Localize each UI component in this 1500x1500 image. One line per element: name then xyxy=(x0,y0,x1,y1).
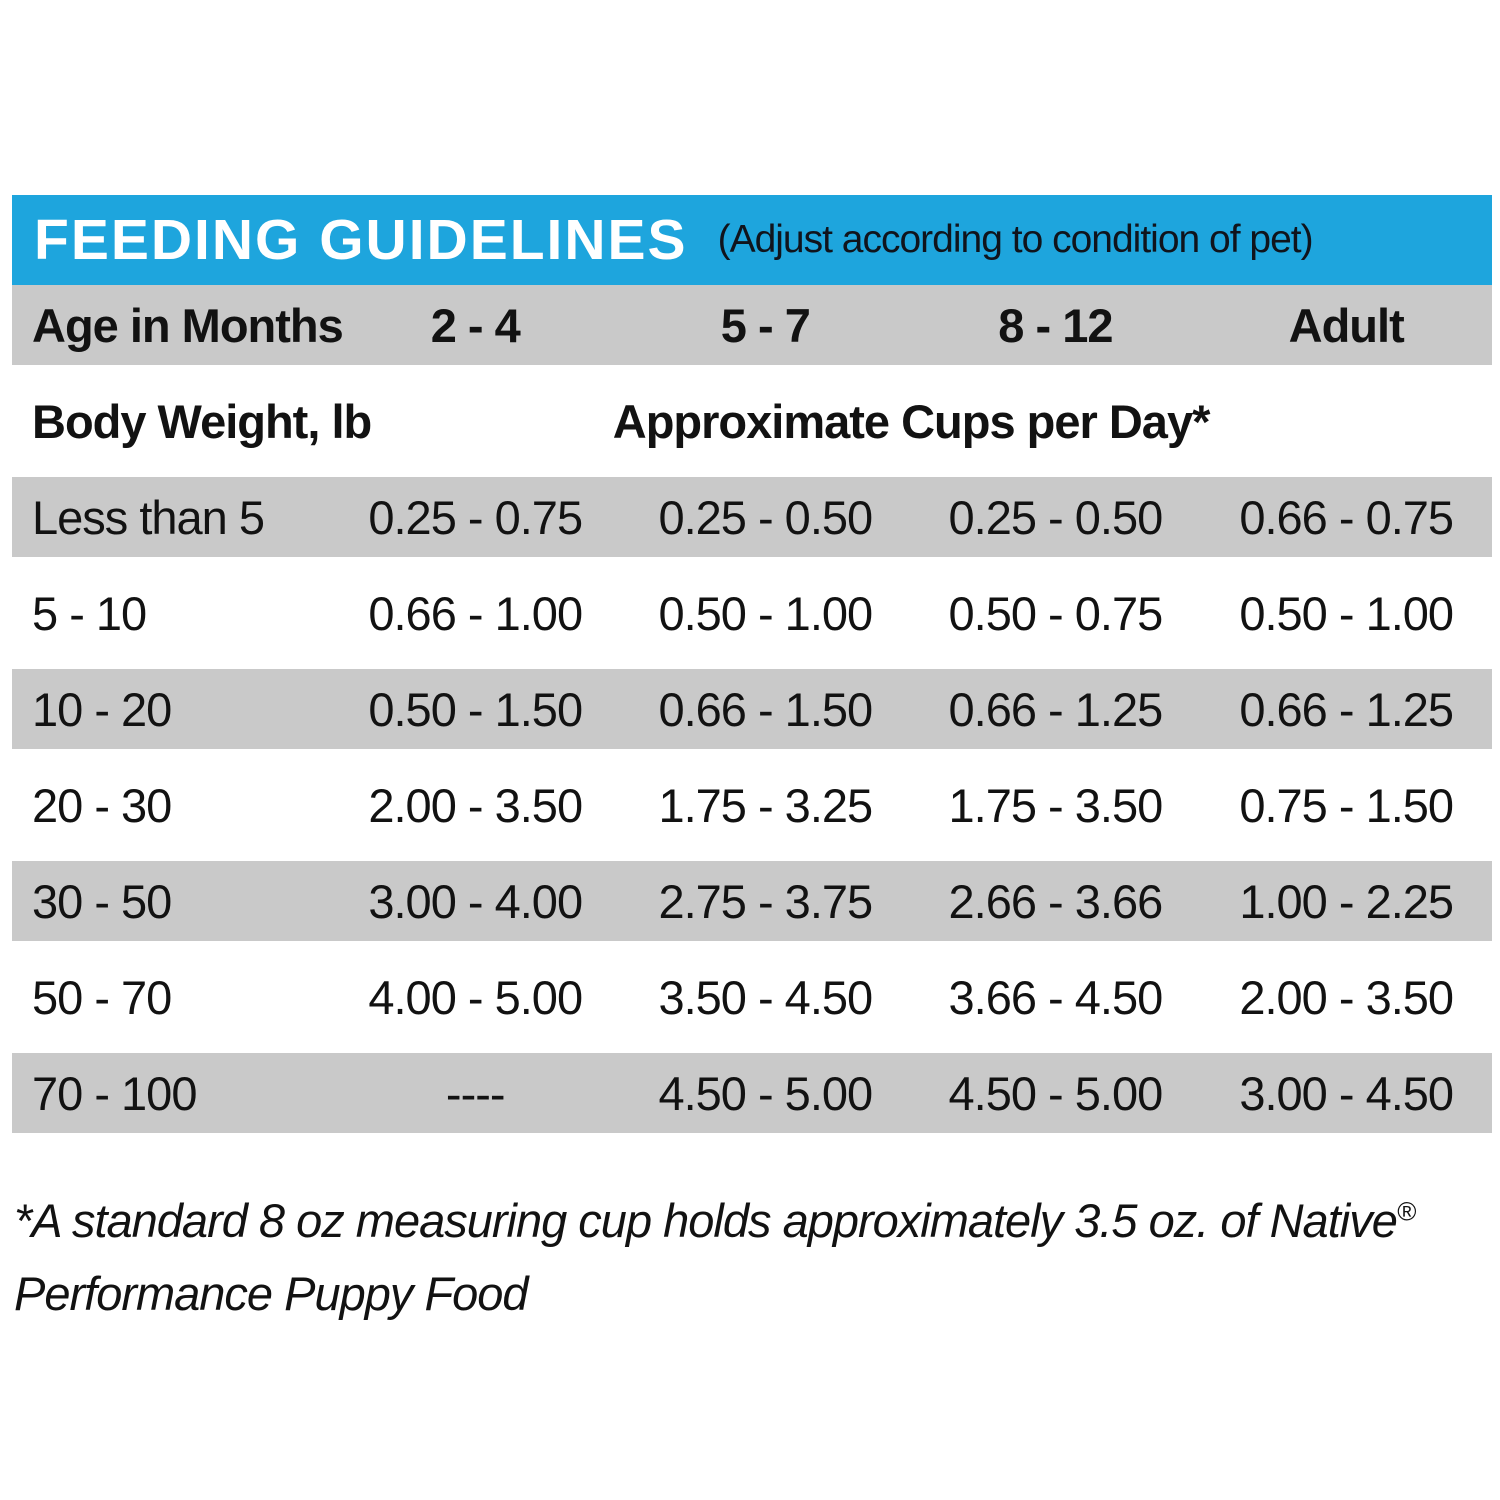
cups-value: 3.00 - 4.00 xyxy=(368,874,583,928)
weight-column-label: Body Weight, lb xyxy=(32,394,372,448)
title-subtitle: (Adjust according to condition of pet) xyxy=(717,218,1314,261)
table-row: 20 - 30 2.00 - 3.50 1.75 - 3.25 1.75 - 3… xyxy=(12,749,1492,861)
title-bar: FEEDING GUIDELINES (Adjust according to … xyxy=(12,195,1492,285)
cups-value: 0.25 - 0.50 xyxy=(948,490,1164,544)
age-column-5-7: 5 - 7 xyxy=(720,298,811,352)
cups-value: 4.00 - 5.00 xyxy=(368,970,583,1024)
cups-value: 0.66 - 1.25 xyxy=(948,682,1164,736)
registered-trademark-symbol: ® xyxy=(1396,1196,1416,1227)
cups-per-day-label: Approximate Cups per Day* xyxy=(612,394,1211,448)
age-group-label: Age in Months xyxy=(32,298,344,352)
cups-value: 4.50 - 5.00 xyxy=(658,1066,873,1120)
cups-value: 0.75 - 1.50 xyxy=(1239,778,1454,832)
cups-value: 0.66 - 1.50 xyxy=(658,682,873,736)
table-row: 70 - 100 ---- 4.50 - 5.00 4.50 - 5.00 3.… xyxy=(12,1053,1492,1133)
cups-value: 0.50 - 1.00 xyxy=(1239,586,1454,640)
table-row: 5 - 10 0.66 - 1.00 0.50 - 1.00 0.50 - 0.… xyxy=(12,557,1492,669)
table-row: 50 - 70 4.00 - 5.00 3.50 - 4.50 3.66 - 4… xyxy=(12,941,1492,1053)
footnote: *A standard 8 oz measuring cup holds app… xyxy=(14,1185,1474,1331)
footnote-line1: *A standard 8 oz measuring cup holds app… xyxy=(14,1194,1398,1247)
cups-value: 3.00 - 4.50 xyxy=(1239,1066,1454,1120)
cups-value: 3.66 - 4.50 xyxy=(948,970,1164,1024)
age-header-row: Age in Months 2 - 4 5 - 7 8 - 12 Adult xyxy=(12,285,1492,365)
cups-value: 3.50 - 4.50 xyxy=(658,970,873,1024)
cups-value: 2.75 - 3.75 xyxy=(658,874,873,928)
weight-range: 30 - 50 xyxy=(32,874,172,928)
cups-value: 0.50 - 1.00 xyxy=(658,586,873,640)
cups-value: 0.66 - 1.00 xyxy=(368,586,583,640)
age-column-adult: Adult xyxy=(1288,298,1405,352)
cups-value: 2.00 - 3.50 xyxy=(368,778,583,832)
age-column-8-12: 8 - 12 xyxy=(998,298,1113,352)
cups-value: 0.50 - 1.50 xyxy=(368,682,583,736)
weight-range: Less than 5 xyxy=(32,490,265,544)
footnote-line2: Performance Puppy Food xyxy=(14,1266,529,1320)
cups-value: 0.25 - 0.75 xyxy=(368,490,583,544)
table-row: 30 - 50 3.00 - 4.00 2.75 - 3.75 2.66 - 3… xyxy=(12,861,1492,941)
weight-range: 5 - 10 xyxy=(32,586,147,640)
cups-value: 0.25 - 0.50 xyxy=(658,490,873,544)
weight-range: 20 - 30 xyxy=(32,778,172,832)
cups-value: ---- xyxy=(445,1066,506,1120)
cups-value: 0.50 - 0.75 xyxy=(948,586,1164,640)
cups-value: 2.66 - 3.66 xyxy=(948,874,1164,928)
cups-value: 1.75 - 3.50 xyxy=(948,778,1164,832)
cups-value: 2.00 - 3.50 xyxy=(1239,970,1454,1024)
cups-value: 4.50 - 5.00 xyxy=(948,1066,1164,1120)
cups-value: 0.66 - 1.25 xyxy=(1239,682,1454,736)
cups-value: 1.75 - 3.25 xyxy=(658,778,873,832)
table-row: 10 - 20 0.50 - 1.50 0.66 - 1.50 0.66 - 1… xyxy=(12,669,1492,749)
cups-value: 1.00 - 2.25 xyxy=(1239,874,1454,928)
age-column-2-4: 2 - 4 xyxy=(430,298,521,352)
weight-range: 70 - 100 xyxy=(32,1066,197,1120)
subheader-row: Body Weight, lb Approximate Cups per Day… xyxy=(12,365,1492,477)
weight-range: 10 - 20 xyxy=(32,682,172,736)
feeding-guidelines-table: FEEDING GUIDELINES (Adjust according to … xyxy=(12,195,1492,1133)
table-row: Less than 5 0.25 - 0.75 0.25 - 0.50 0.25… xyxy=(12,477,1492,557)
cups-value: 0.66 - 0.75 xyxy=(1239,490,1454,544)
weight-range: 50 - 70 xyxy=(32,970,172,1024)
page-title: FEEDING GUIDELINES xyxy=(34,208,688,272)
